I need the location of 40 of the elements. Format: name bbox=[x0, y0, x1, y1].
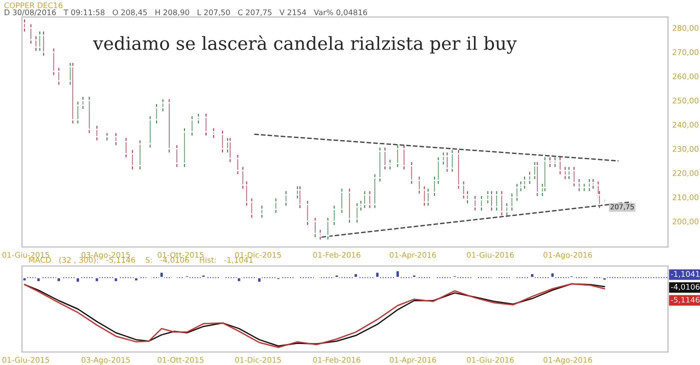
candlestick bbox=[190, 116, 194, 136]
candlestick bbox=[355, 202, 359, 224]
candlestick bbox=[326, 217, 330, 240]
candlestick bbox=[388, 159, 392, 170]
candlestick bbox=[204, 113, 208, 136]
candlestick bbox=[34, 36, 38, 52]
candlestick bbox=[426, 188, 430, 206]
candlestick bbox=[130, 150, 134, 170]
candlestick bbox=[402, 144, 406, 170]
candlestick bbox=[228, 137, 232, 163]
candlestick bbox=[196, 113, 200, 124]
candlestick bbox=[161, 98, 165, 112]
annotation: vediamo se lascerà candela rialzista per il buy bbox=[93, 35, 517, 54]
candlestick bbox=[260, 205, 264, 218]
candlestick bbox=[567, 166, 571, 180]
candlestick bbox=[548, 156, 552, 168]
candlestick bbox=[114, 132, 118, 146]
candlestick bbox=[42, 31, 46, 56]
candlestick bbox=[175, 144, 179, 168]
candlestick bbox=[274, 198, 278, 214]
candlestick bbox=[95, 125, 99, 141]
candlestick bbox=[284, 190, 288, 206]
candlestick bbox=[332, 205, 336, 226]
candlestick bbox=[29, 24, 33, 44]
candlestick bbox=[383, 147, 387, 170]
candlestick bbox=[298, 186, 302, 209]
candlestick bbox=[154, 104, 158, 124]
candlestick bbox=[515, 183, 519, 202]
candlestick bbox=[410, 162, 414, 184]
candlestick bbox=[396, 144, 400, 168]
candlestick bbox=[220, 130, 224, 153]
candlestick bbox=[212, 128, 216, 138]
candlestick bbox=[38, 31, 42, 52]
candlestick bbox=[22, 18, 26, 32]
candlestick bbox=[480, 195, 484, 211]
candlestick bbox=[340, 188, 344, 214]
candlestick bbox=[124, 137, 128, 158]
candlestick bbox=[473, 195, 477, 211]
candlestick bbox=[306, 200, 310, 226]
candlestick bbox=[486, 190, 490, 204]
